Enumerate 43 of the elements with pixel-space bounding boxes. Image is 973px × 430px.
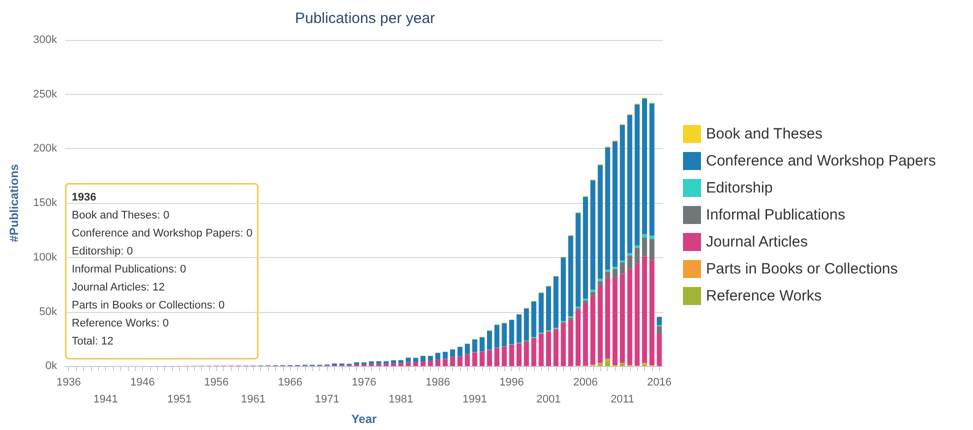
annotation: Journal Articles: 12: [72, 281, 165, 294]
y-tick-label: 50k: [39, 306, 58, 318]
annotation: Conference and Workshop Papers: 0: [72, 227, 253, 240]
x-axis-title: Year: [351, 412, 378, 426]
x-tick-label: 1971: [314, 394, 340, 406]
legend-label: Reference Works: [706, 288, 822, 304]
legend-label: Journal Articles: [706, 234, 808, 250]
chart-title: Publications per year: [294, 10, 436, 27]
x-tick-label: 2006: [573, 376, 598, 389]
x-tick-label: 2001: [536, 394, 561, 406]
y-tick-label: 300k: [33, 34, 58, 46]
x-tick-label: 1996: [499, 376, 524, 389]
annotation: Editorship: 0: [72, 245, 133, 258]
y-tick-label: 0k: [45, 360, 58, 372]
y-tick-label: 200k: [33, 142, 58, 155]
legend-label: Book and Theses: [706, 126, 822, 142]
legend-label: Conference and Workshop Papers: [706, 152, 936, 170]
y-tick-label: 250k: [33, 88, 58, 100]
x-tick-label: 1966: [278, 376, 302, 389]
x-tick-label: 2016: [647, 376, 672, 389]
legend-label: Editorship: [706, 180, 773, 196]
x-tick-label: 1986: [426, 376, 450, 389]
x-tick-label: 1941: [93, 394, 118, 406]
annotation: Total: 12: [72, 335, 114, 348]
legend-label: Informal Publications: [706, 206, 846, 224]
x-tick-label: 1951: [167, 394, 192, 406]
x-tick-label: 1936: [56, 376, 81, 389]
annotation: Book and Theses: 0: [72, 209, 170, 222]
y-tick-label: 100k: [33, 251, 58, 264]
annotation: Informal Publications: 0: [72, 263, 186, 276]
annotation: 1936: [72, 191, 96, 204]
x-tick-label: 1961: [241, 394, 266, 406]
legend-label: Parts in Books or Collections: [706, 260, 898, 278]
x-tick-label: 1976: [352, 376, 376, 389]
x-tick-label: 1956: [204, 376, 229, 389]
x-tick-label: 1946: [130, 376, 155, 389]
x-tick-label: 1991: [462, 394, 487, 406]
y-tick-label: 150k: [33, 197, 58, 210]
x-tick-label: 1981: [388, 394, 414, 406]
x-tick-label: 2011: [610, 394, 634, 406]
annotation: Reference Works: 0: [72, 317, 169, 330]
annotation: Parts in Books or Collections: 0: [72, 299, 225, 312]
y-axis-title: #Publications: [7, 164, 21, 242]
